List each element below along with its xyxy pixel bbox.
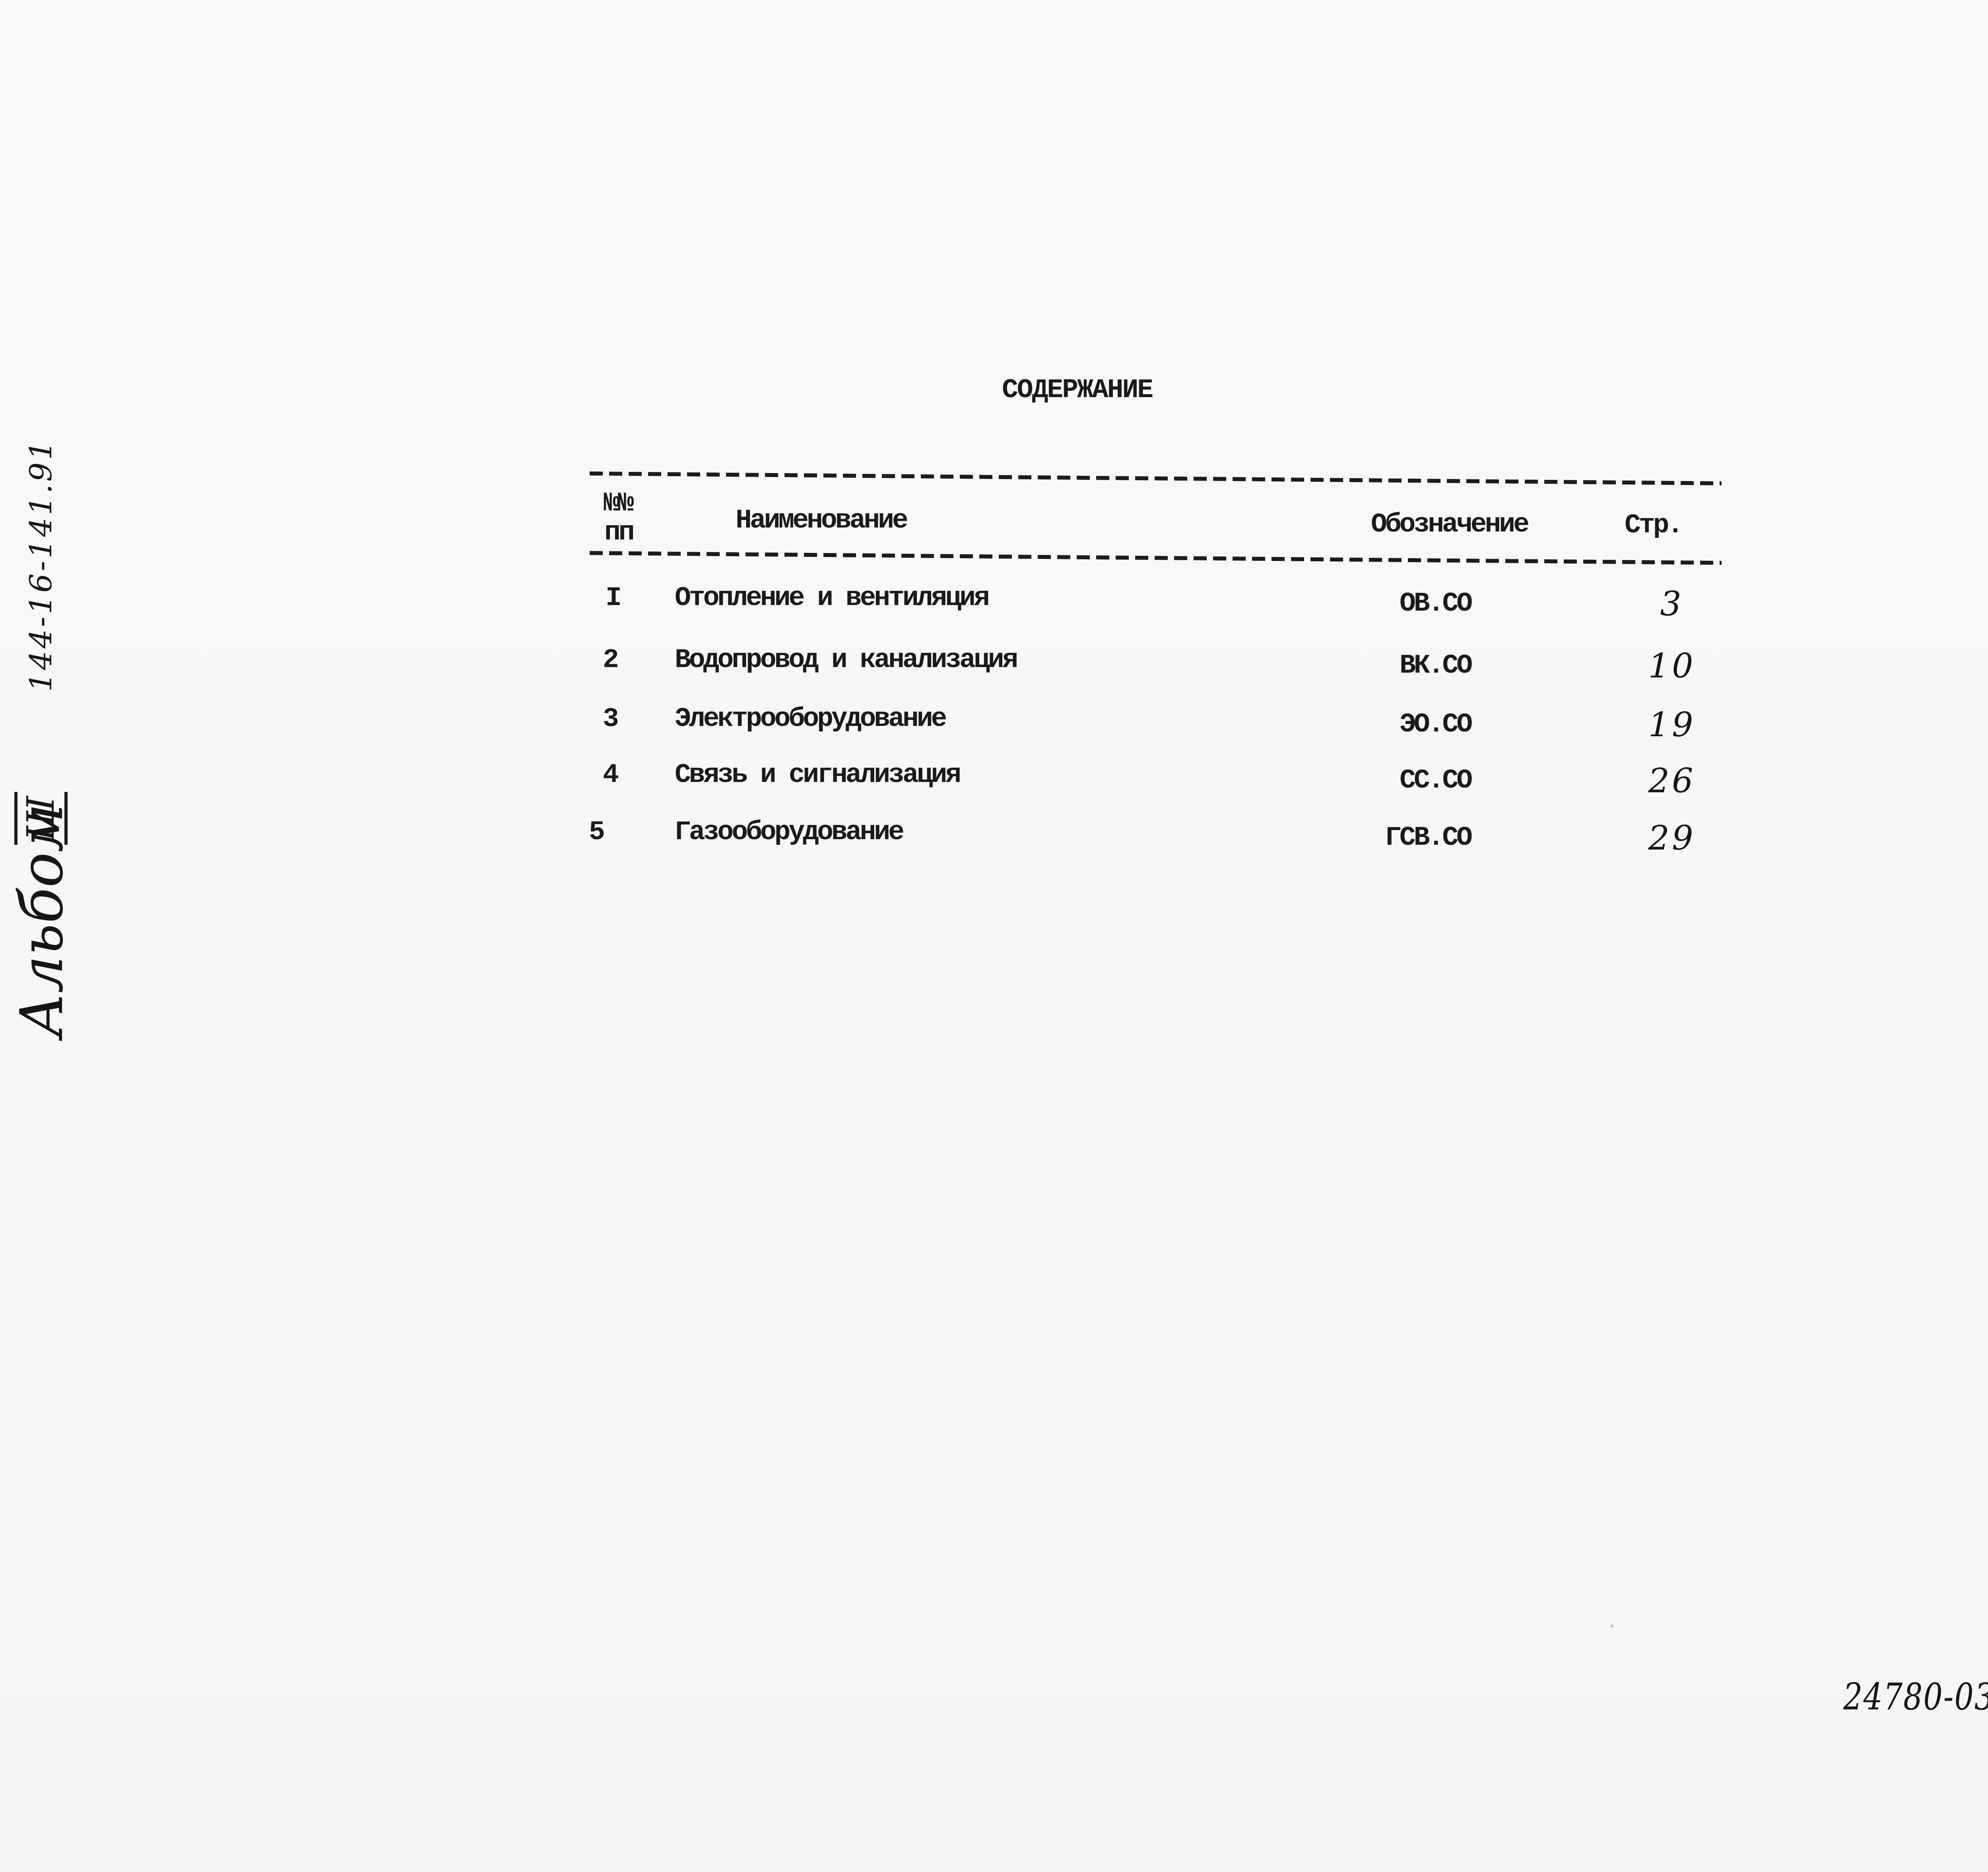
row-designation: ГСВ.СО bbox=[1385, 823, 1473, 853]
row-page-number: 26 bbox=[1648, 761, 1696, 800]
footer-order-code: 24780-03 bbox=[1843, 1675, 1988, 1719]
page-title: СОДЕРЖАНИЕ bbox=[1002, 375, 1153, 405]
row-designation: ЭО.СО bbox=[1400, 709, 1473, 740]
table-row: 4 Связь и сигнализация СС.СО 26 bbox=[0, 762, 1988, 801]
row-name: Отопление и вентиляция bbox=[675, 583, 990, 613]
row-index: 4 bbox=[603, 760, 619, 790]
row-index: I bbox=[606, 583, 622, 613]
margin-series-code: 144-16-141.91 bbox=[23, 438, 58, 692]
row-designation: ВК.СО bbox=[1400, 650, 1473, 681]
row-index: 2 bbox=[603, 645, 619, 675]
header-page: Стр. bbox=[1625, 510, 1683, 541]
header-designation: Обозначение bbox=[1371, 509, 1530, 540]
table-row: 3 Электрооборудование ЭО.СО 19 bbox=[0, 706, 1988, 745]
row-name: Электрооборудование bbox=[675, 704, 947, 734]
row-index: 3 bbox=[603, 704, 619, 734]
row-name: Газооборудование bbox=[675, 817, 905, 848]
header-name: Наименование bbox=[736, 505, 909, 536]
row-page-number: 29 bbox=[1648, 819, 1696, 857]
table-row: 5 Газооборудование ГСВ.СО 29 bbox=[0, 819, 1988, 859]
row-page-number: 19 bbox=[1648, 705, 1696, 744]
row-name: Связь и сигнализация bbox=[675, 760, 961, 790]
header-index-line1: №№ bbox=[604, 488, 634, 519]
row-designation: ОВ.СО bbox=[1400, 588, 1473, 619]
header-index-line2: пп bbox=[604, 517, 635, 548]
table-row: 2 Водопровод и канализация ВК.СО 10 bbox=[0, 647, 1988, 687]
row-page-number: 10 bbox=[1648, 646, 1696, 685]
row-designation: СС.СО bbox=[1400, 765, 1473, 796]
row-index: 5 bbox=[589, 817, 605, 848]
row-page-number: 3 bbox=[1660, 584, 1684, 623]
margin-album-word: Альбом bbox=[8, 803, 76, 1038]
table-row: I Отопление и вентиляция ОВ.СО 3 bbox=[0, 585, 1988, 625]
row-name: Водопровод и канализация bbox=[675, 645, 1018, 675]
scan-speck bbox=[1610, 1624, 1614, 1628]
